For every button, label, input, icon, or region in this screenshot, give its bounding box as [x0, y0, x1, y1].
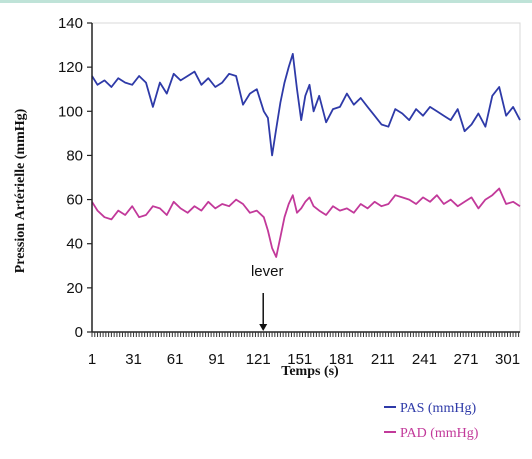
- y-tick-label: 0: [75, 324, 83, 341]
- x-tick-label: 271: [453, 351, 478, 368]
- x-tick-label: 31: [125, 351, 142, 368]
- y-tick-label: 120: [58, 59, 83, 76]
- annotation-label: lever: [251, 263, 284, 280]
- x-tick-label: 61: [167, 351, 184, 368]
- plot-area: [91, 22, 521, 333]
- x-tick-label: 1: [88, 351, 96, 368]
- y-tick-label: 80: [66, 147, 83, 164]
- annotation-arrowhead: [259, 324, 268, 331]
- x-tick-label: 301: [495, 351, 520, 368]
- y-tick-label: 100: [58, 103, 83, 120]
- x-axis-label: Temps (s): [281, 364, 339, 379]
- x-tick-label: 181: [329, 351, 354, 368]
- x-tick-label: 121: [246, 351, 271, 368]
- y-tick-label: 20: [66, 280, 83, 297]
- legend-entry: PAD (mmHg): [400, 426, 479, 441]
- x-tick-label: 91: [208, 351, 225, 368]
- x-tick-label: 241: [412, 351, 437, 368]
- y-tick-label: 140: [58, 15, 83, 32]
- y-tick-label: 60: [66, 192, 83, 209]
- x-tick-label: 151: [287, 351, 312, 368]
- x-tick-label: 211: [371, 351, 395, 368]
- y-tick-label: 40: [66, 236, 83, 253]
- y-axis-label: Pression Artérielle (mmHg): [13, 108, 28, 273]
- series-line-pas: [91, 53, 521, 157]
- line-chart: 0 20 40 60 80 100 120 140 1 31 61 91 121 151 181 211 241…: [13, 15, 521, 441]
- series-line-pad: [91, 187, 521, 258]
- legend-entry: PAS (mmHg): [400, 401, 476, 416]
